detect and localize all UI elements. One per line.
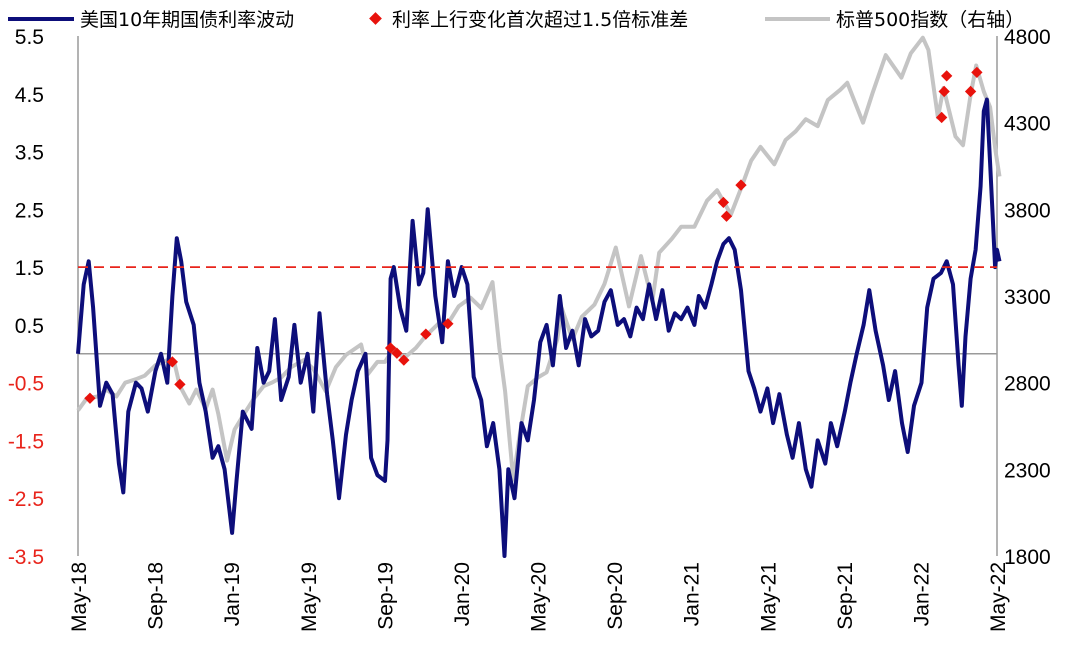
rate-spike-marker [391, 347, 403, 359]
x-tick-label: Jan-22 [910, 562, 933, 626]
rate-spike-marker [717, 196, 730, 209]
x-tick-label: Sep-19 [374, 562, 397, 630]
rate-spike-marker [964, 85, 977, 98]
y-left-tick-label: 4.5 [15, 84, 44, 107]
rate-spike-marker [398, 354, 410, 366]
x-tick-label: Sep-18 [145, 562, 168, 630]
rate-spike-marker [941, 70, 953, 82]
rate-spike-marker [420, 328, 432, 340]
plot-area [76, 35, 1002, 558]
y-right-tick-label: 4800 [1004, 26, 1051, 49]
y-right-tick-label: 2800 [1004, 373, 1051, 396]
x-tick-label: May-18 [68, 562, 91, 632]
rate-series-line [76, 97, 1002, 558]
x-tick-label: Sep-20 [604, 562, 627, 630]
legend-label-marker: 利率上行变化首次超过1.5倍标准差 [392, 9, 688, 31]
rate-spike-marker [384, 342, 397, 354]
y-left-tick-label: -0.5 [8, 373, 44, 396]
x-tick-label: Jan-21 [681, 562, 704, 626]
y-left-tick-label: 5.5 [15, 26, 44, 49]
legend: 美国10年期国债利率波动 利率上行变化首次超过1.5倍标准差 标普500指数（右… [8, 9, 1024, 31]
x-tick-label: May-22 [987, 562, 1010, 632]
y-left-axis: 5.5 4.5 3.5 2.5 1.5 0.5 -0.5 -1.5 -2.5 -3.5 [8, 26, 44, 569]
rate-spike-marker [735, 179, 747, 191]
x-axis: May-18 Sep-18 Jan-19 May-19 Sep-19 Jan-20 May-… [68, 562, 1010, 632]
y-right-axis: 4800 4300 3800 3300 2800 2300 1800 [1004, 26, 1051, 569]
y-right-tick-label: 1800 [1004, 546, 1051, 569]
legend-label-rate: 美国10年期国债利率波动 [80, 9, 294, 31]
y-left-tick-label: -2.5 [8, 488, 44, 511]
y-left-tick-label: 3.5 [15, 142, 44, 165]
y-left-tick-label: 0.5 [15, 315, 44, 338]
legend-swatch-marker [369, 12, 382, 25]
rate-spike-marker [720, 210, 733, 222]
y-right-tick-label: 3300 [1004, 286, 1051, 309]
x-tick-label: May-19 [298, 562, 321, 632]
legend-label-spx: 标普500指数（右轴） [836, 9, 1024, 31]
y-left-tick-label: -3.5 [8, 546, 44, 569]
y-right-tick-label: 4300 [1004, 113, 1051, 136]
x-tick-label: Jan-19 [221, 562, 244, 626]
rate-spike-marker [174, 378, 186, 391]
x-tick-label: Jan-20 [451, 562, 474, 626]
y-left-tick-label: -1.5 [8, 430, 44, 453]
y-left-tick-label: 1.5 [15, 257, 44, 280]
spx-series-line [76, 35, 1002, 482]
y-right-tick-label: 2300 [1004, 459, 1051, 482]
rate-spike-marker [166, 356, 179, 368]
x-tick-label: May-20 [528, 562, 551, 632]
y-left-tick-label: 2.5 [15, 199, 44, 222]
x-tick-label: May-21 [757, 562, 780, 632]
x-tick-label: Sep-21 [834, 562, 857, 630]
y-right-tick-label: 3800 [1004, 199, 1051, 222]
rate-spike-marker [442, 318, 454, 330]
